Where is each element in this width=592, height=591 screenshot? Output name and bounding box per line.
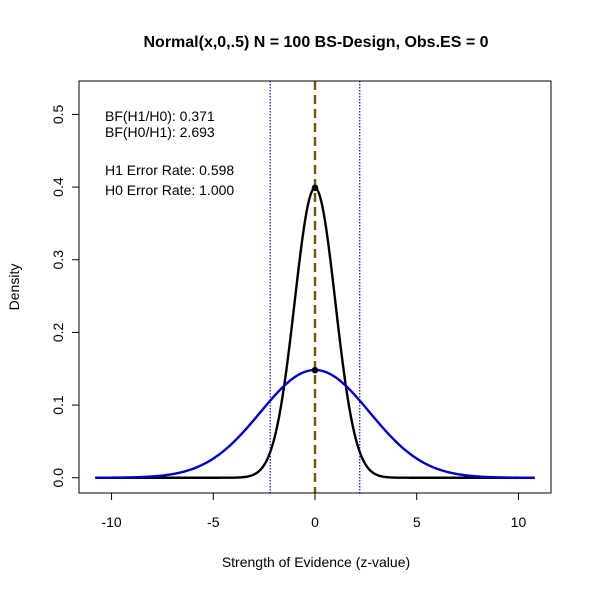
y-tick-label: 0.0 [50,468,66,488]
x-tick-label: 5 [413,514,421,530]
x-tick-label: -10 [101,514,121,530]
annotation-h1-error-rate: H1 Error Rate: 0.598 [105,162,234,178]
annotation-h0-error-rate: H0 Error Rate: 1.000 [105,182,234,198]
point-1 [311,184,319,192]
x-tick-label: -5 [207,514,220,530]
y-tick-label: 0.1 [50,395,66,415]
y-tick-label: 0.2 [50,322,66,342]
y-axis-title: Density [6,264,22,311]
annotation-bf01: BF(H0/H1): 2.693 [105,124,215,140]
x-tick-label: 0 [311,514,319,530]
x-axis-title: Strength of Evidence (z-value) [222,554,410,570]
y-tick-label: 0.4 [50,177,66,197]
x-axis: -10 -5 0 5 10 [101,492,527,530]
annotations: BF(H1/H0): 0.371 BF(H0/H1): 2.693 H1 Err… [105,108,234,198]
reference-lines [269,81,361,493]
point-2 [311,366,319,374]
y-axis: 0.0 0.1 0.2 0.3 0.4 0.5 [50,104,80,488]
points [311,184,319,374]
annotation-bf10: BF(H1/H0): 0.371 [105,108,215,124]
y-tick-label: 0.3 [50,250,66,270]
x-tick-label: 10 [511,514,527,530]
y-tick-label: 0.5 [50,104,66,124]
chart-title: Normal(x,0,.5) N = 100 BS-Design, Obs.ES… [143,34,488,51]
